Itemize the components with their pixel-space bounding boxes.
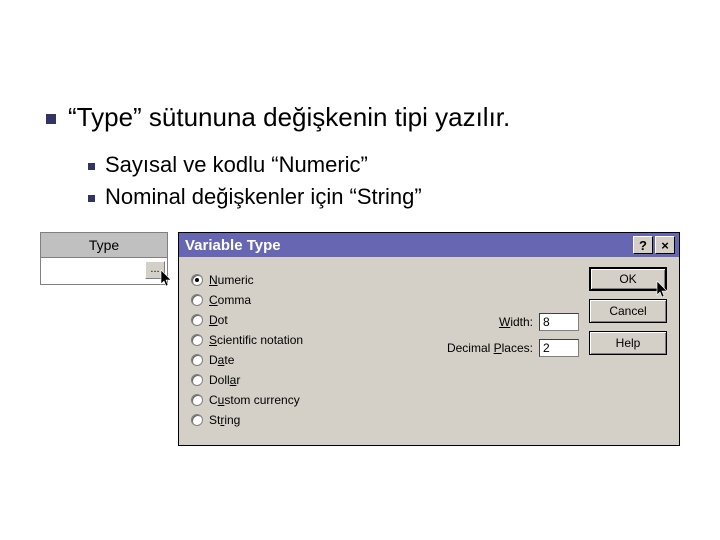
sub-bullet-1-text: Sayısal ve kodlu “Numeric” (105, 152, 368, 177)
dialog-buttons: OK Cancel Help (579, 267, 669, 433)
radio-icon (191, 274, 203, 286)
radio-string[interactable]: String (191, 413, 351, 427)
radio-dollar-label: Dollar (209, 373, 240, 387)
cursor-icon (159, 270, 175, 290)
radio-dot[interactable]: Dot (191, 313, 351, 327)
titlebar: Variable Type ? × (179, 233, 679, 257)
width-row: Width: (351, 313, 579, 331)
radio-numeric[interactable]: Numeric (191, 273, 351, 287)
sub-bullet-2-text: Nominal değişkenler için “String” (105, 184, 422, 209)
fields-area: Width: Decimal Places: (351, 267, 579, 433)
radio-dollar[interactable]: Dollar (191, 373, 351, 387)
decimal-places-label: Decimal Places: (447, 341, 533, 355)
radio-scientific-label: Scientific notation (209, 333, 303, 347)
radio-icon (191, 414, 203, 426)
radio-date-label: Date (209, 353, 234, 367)
bullet-square-icon (46, 114, 56, 124)
decimal-places-row: Decimal Places: (351, 339, 579, 357)
sub-bullet-1: Sayısal ve kodlu “Numeric” (88, 152, 368, 178)
type-radio-group: Numeric Comma Dot Scientific notation Da… (191, 267, 351, 433)
radio-icon (191, 314, 203, 326)
radio-icon (191, 294, 203, 306)
cancel-button[interactable]: Cancel (589, 299, 667, 323)
radio-string-label: String (209, 413, 240, 427)
radio-date[interactable]: Date (191, 353, 351, 367)
width-label: Width: (499, 315, 533, 329)
radio-icon (191, 354, 203, 366)
bullet-square-icon (88, 163, 95, 170)
radio-icon (191, 394, 203, 406)
cursor-icon (655, 281, 671, 301)
main-bullet: “Type” sütununa değişkenin tipi yazılır. (46, 102, 510, 133)
dialog-title: Variable Type (183, 237, 631, 254)
variable-type-dialog: Variable Type ? × Numeric Comma Dot Scie… (178, 232, 680, 446)
radio-scientific[interactable]: Scientific notation (191, 333, 351, 347)
help-glyph: ? (639, 238, 647, 253)
type-column-cell[interactable]: ... (41, 258, 167, 284)
radio-comma-label: Comma (209, 293, 251, 307)
help-titlebar-button[interactable]: ? (633, 236, 653, 254)
bullet-square-icon (88, 195, 95, 202)
radio-custom-label: Custom currency (209, 393, 300, 407)
width-input[interactable] (539, 313, 579, 331)
main-bullet-text: “Type” sütununa değişkenin tipi yazılır. (68, 102, 510, 132)
dialog-body: Numeric Comma Dot Scientific notation Da… (179, 257, 679, 445)
radio-comma[interactable]: Comma (191, 293, 351, 307)
radio-custom-currency[interactable]: Custom currency (191, 393, 351, 407)
radio-icon (191, 374, 203, 386)
decimal-places-input[interactable] (539, 339, 579, 357)
sub-bullet-2: Nominal değişkenler için “String” (88, 184, 422, 210)
help-button[interactable]: Help (589, 331, 667, 355)
type-column-snippet: Type ... (40, 232, 168, 285)
radio-dot-label: Dot (209, 313, 228, 327)
close-titlebar-button[interactable]: × (655, 236, 675, 254)
radio-icon (191, 334, 203, 346)
type-column-header: Type (41, 233, 167, 258)
close-icon: × (661, 238, 669, 253)
radio-numeric-label: Numeric (209, 273, 254, 287)
